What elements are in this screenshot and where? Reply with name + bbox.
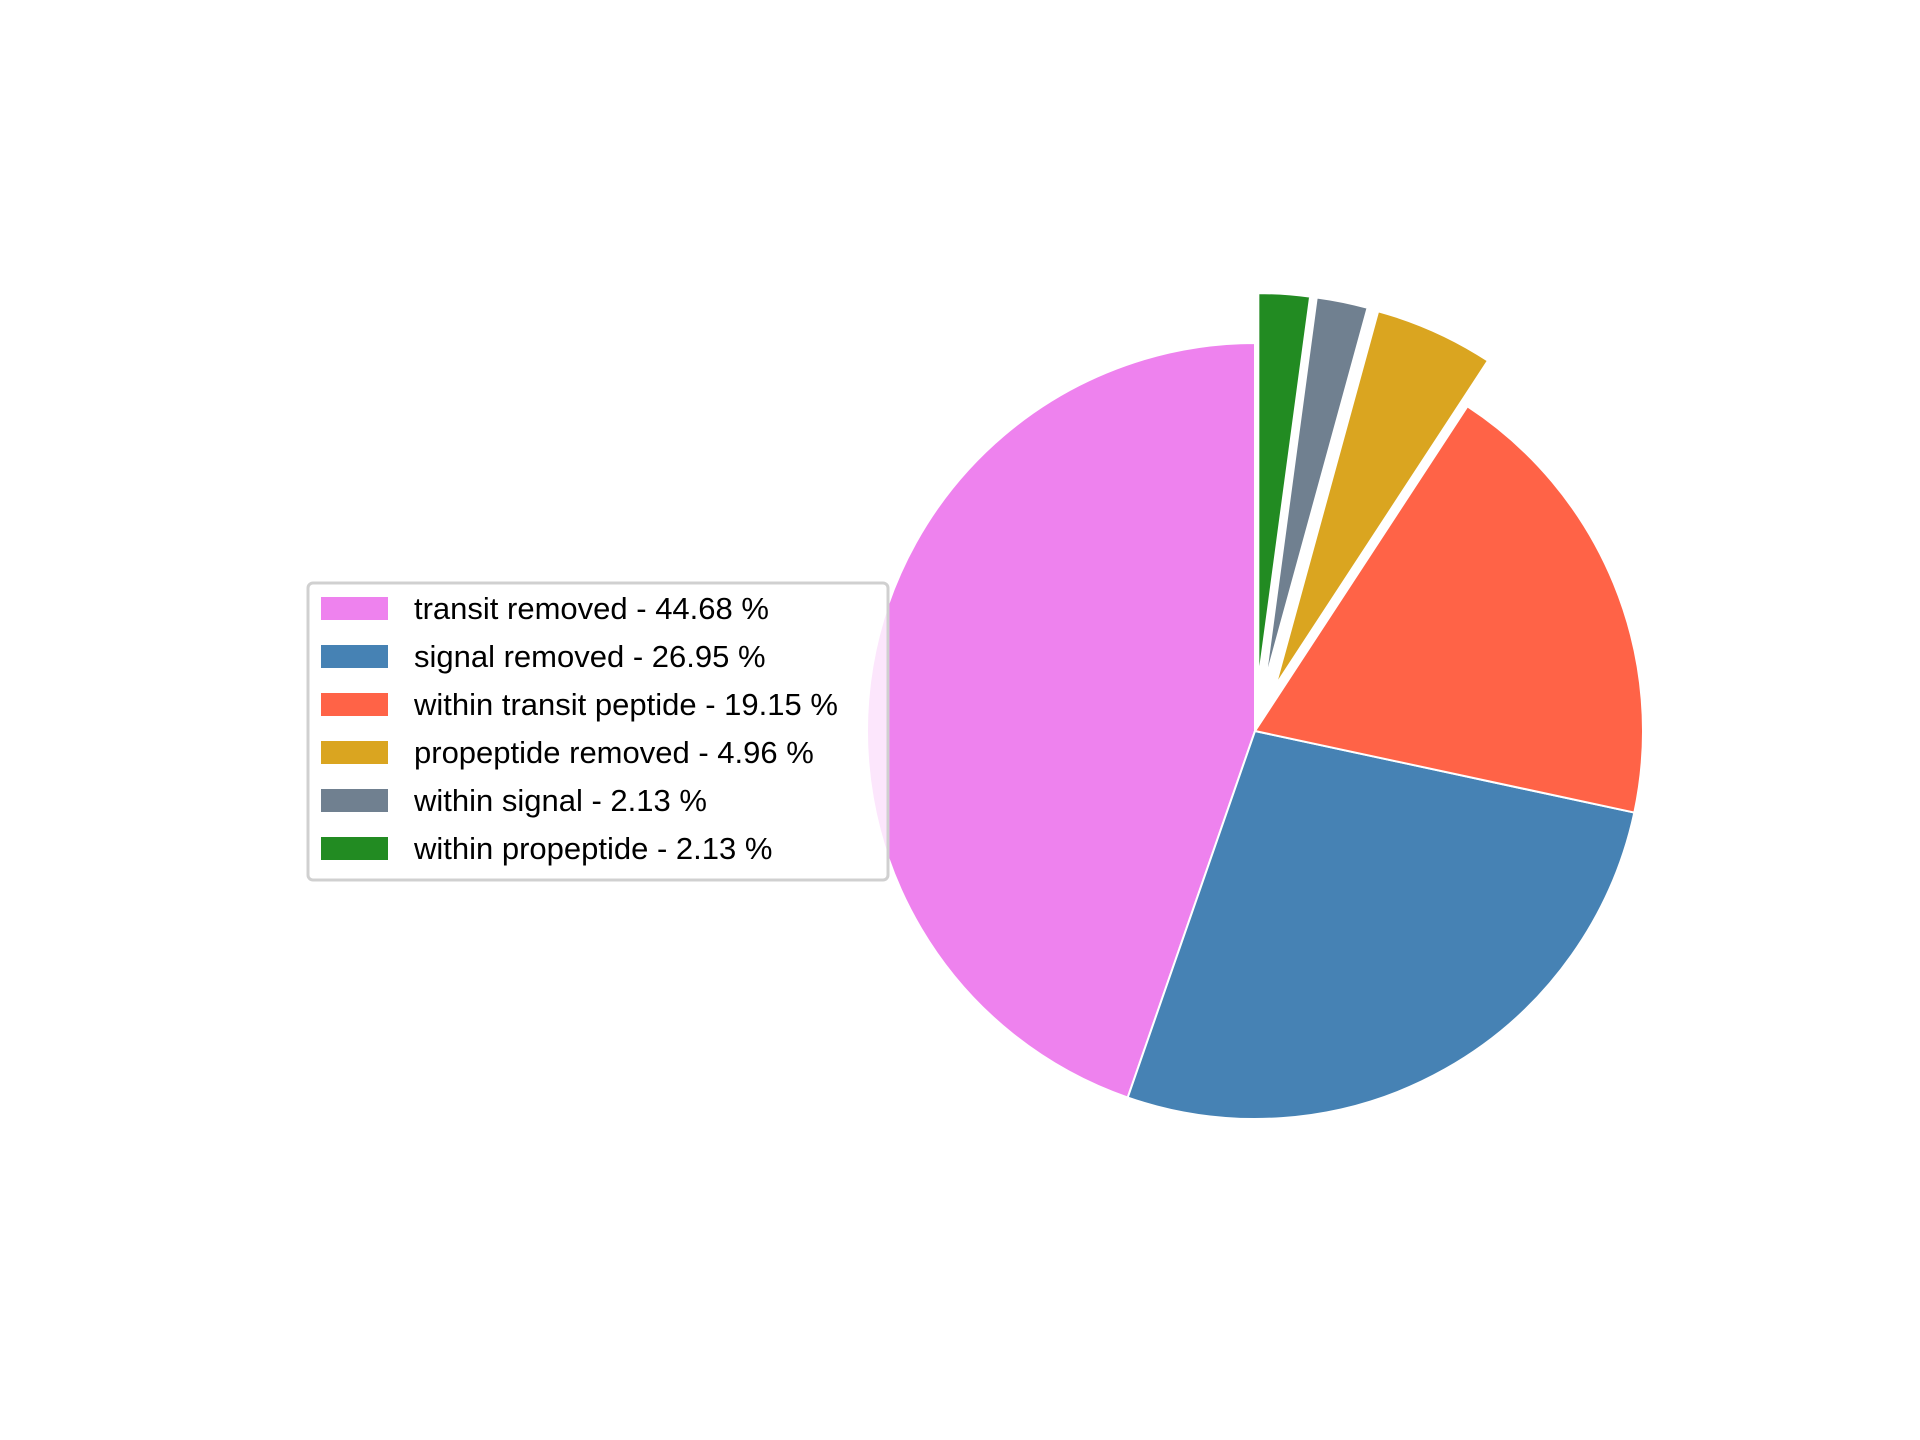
legend-swatch-signal-removed bbox=[321, 645, 388, 668]
pie-slice-signal-removed bbox=[1126, 730, 1636, 1120]
legend-swatch-within-signal bbox=[321, 789, 388, 812]
legend-swatch-propeptide-removed bbox=[321, 741, 388, 764]
legend-swatch-within-propeptide bbox=[321, 837, 388, 860]
legend-label-propeptide-removed: propeptide removed - 4.96 % bbox=[414, 735, 814, 770]
legend-label-signal-removed: signal removed - 26.95 % bbox=[414, 639, 766, 674]
pie-slice-within-signal bbox=[1263, 296, 1369, 684]
pie-slice-within-transit-peptide bbox=[1254, 405, 1644, 814]
legend-label-within-transit-peptide: within transit peptide - 19.15 % bbox=[413, 687, 838, 722]
legend-frame bbox=[306, 581, 890, 882]
legend-label-transit-removed: transit removed - 44.68 % bbox=[414, 591, 769, 626]
legend-items: transit removed - 44.68 % signal removed … bbox=[321, 591, 838, 866]
pie-slice-within-propeptide bbox=[1257, 292, 1312, 683]
legend-swatch-transit-removed bbox=[321, 597, 388, 620]
legend-label-within-signal: within signal - 2.13 % bbox=[413, 783, 707, 818]
pie-slice-propeptide-removed bbox=[1274, 310, 1489, 687]
legend-label-within-propeptide: within propeptide - 2.13 % bbox=[413, 831, 772, 866]
legend: transit removed - 44.68 % signal removed … bbox=[306, 581, 890, 882]
legend-swatch-within-transit-peptide bbox=[321, 693, 388, 716]
pie-slices bbox=[866, 292, 1644, 1120]
